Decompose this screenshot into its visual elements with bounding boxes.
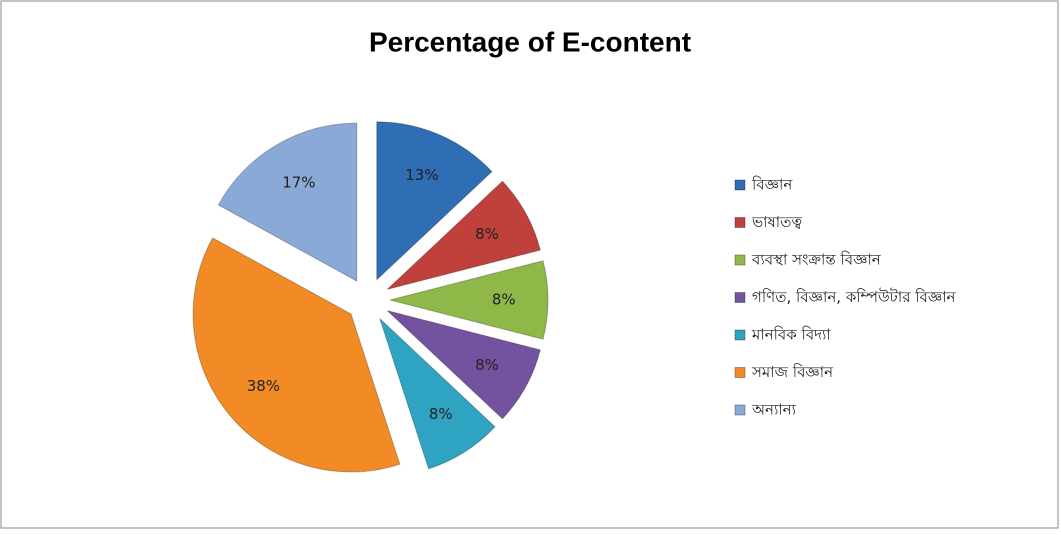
legend-swatch [734,217,746,228]
legend-label: গণিত, বিজ্ঞান, কম্পিউটার বিজ্ঞান [752,288,957,306]
legend-label: অন্যান্য [751,401,797,419]
legend-label: সমাজ বিজ্ঞান [751,363,834,381]
legend-label: ব্যবস্থা সংক্রান্ত বিজ্ঞান [751,251,882,269]
data-label: 8% [475,225,499,243]
pie-slice [389,260,549,340]
pie-slice [386,310,541,420]
pie-slice [379,318,496,470]
legend-label: বিজ্ঞান [751,176,793,194]
legend-label: ভাষাতত্ব [751,213,802,231]
pie-slice [217,122,358,282]
legend-label: মানবিক বিদ্যা [751,326,831,344]
data-label: 38% [247,377,280,395]
data-label: 8% [475,356,499,374]
legend-swatch [734,404,746,416]
legend-swatch [734,329,746,341]
data-label: 8% [492,291,516,309]
legend-swatch [734,292,746,303]
legend-swatch [734,179,746,191]
pie-slice [192,237,401,473]
chart-title: Percentage of E-content [369,26,691,57]
legend-swatch [734,367,746,378]
data-label: 13% [405,166,438,184]
pie-slice [376,121,493,281]
data-label: 8% [429,405,453,423]
legend-swatch [734,254,746,266]
data-label: 17% [282,174,315,192]
pie-slice [386,180,541,290]
